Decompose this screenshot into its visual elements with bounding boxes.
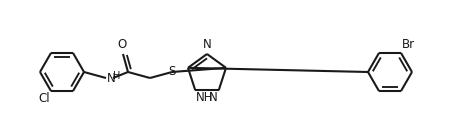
Text: O: O xyxy=(117,38,126,51)
Text: Cl: Cl xyxy=(38,92,50,105)
Text: NH: NH xyxy=(196,91,213,104)
Text: Br: Br xyxy=(401,38,414,51)
Text: N: N xyxy=(208,91,218,104)
Text: H: H xyxy=(113,71,120,81)
Text: S: S xyxy=(168,65,175,78)
Text: N: N xyxy=(107,72,116,85)
Text: N: N xyxy=(202,38,211,51)
